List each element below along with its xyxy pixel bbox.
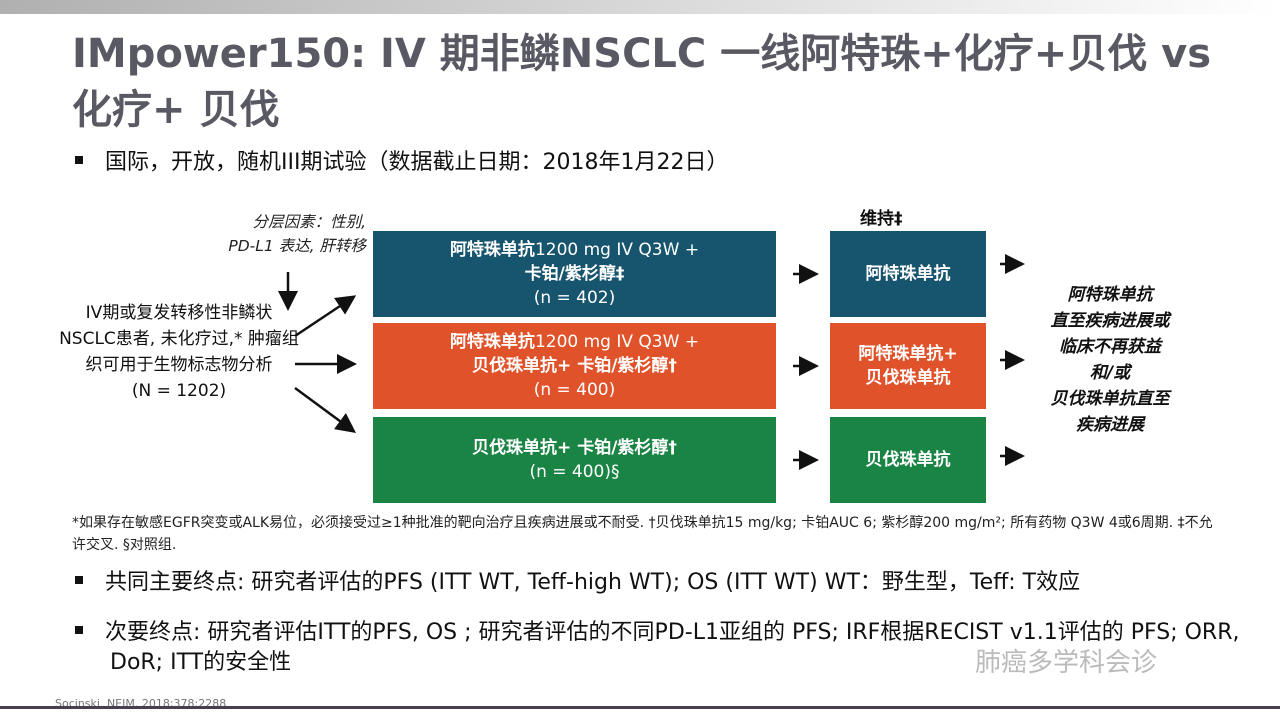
bullet-icon xyxy=(75,156,83,164)
stratification-factors: 分层因素：性别, PD-L1 表达, 肝转移 xyxy=(200,210,366,258)
arm-chemo: 贝伐珠单抗+ 卡铂/紫杉醇† xyxy=(472,356,677,376)
bottom-divider xyxy=(0,706,1280,709)
patient-desc: IV期或复发转移性非鳞状NSCLC患者, 未化疗过,* 肿瘤组织可用于生物标志物… xyxy=(59,303,299,375)
arm-n: (n = 400)§ xyxy=(529,462,620,482)
outcome-line: 临床不再获益 xyxy=(1059,337,1161,357)
bullet-primary: 共同主要终点: 研究者评估的PFS (ITT WT, Teff-high WT)… xyxy=(75,568,1080,598)
arm-chemo: 卡铂/紫杉醇‡ xyxy=(524,264,625,284)
bullet-text: 国际，开放，随机III期试验（数据截止日期：2018年1月22日） xyxy=(105,150,729,175)
arm-chemo: 贝伐珠单抗+ 卡铂/紫杉醇† xyxy=(472,438,677,458)
arrow-up-right xyxy=(294,295,357,338)
arm-dose: 1200 mg IV Q3W + xyxy=(534,332,700,352)
footnote: *如果存在敏感EGFR突变或ALK易位，必须接受过≥1种批准的靶向治疗且疾病进展… xyxy=(72,515,1213,553)
watermark: 肺癌多学科会诊 xyxy=(975,648,1158,678)
maintenance-label: 维持‡ xyxy=(860,209,903,229)
outcome-line: 和/或 xyxy=(1089,363,1131,383)
outcome-line: 直至疾病进展或 xyxy=(1050,311,1170,331)
outcome-line: 阿特珠单抗 xyxy=(1067,285,1153,305)
outcome-line: 疾病进展 xyxy=(1076,415,1144,435)
maint-text: 贝伐珠单抗 xyxy=(865,368,951,388)
top-gradient-bar xyxy=(0,0,1280,14)
arm-drug: 阿特珠单抗 xyxy=(449,332,535,352)
bullet-secondary: 次要终点: 研究者评估ITT的PFS, OS ; 研究者评估的不同PD-L1亚组… xyxy=(75,618,1255,678)
arrow-down-right xyxy=(294,386,357,433)
maint-text: 贝伐珠单抗 xyxy=(865,450,951,470)
patient-count: (N = 1202) xyxy=(131,381,227,401)
arm-abcp-2: 阿特珠单抗1200 mg IV Q3W + 贝伐珠单抗+ 卡铂/紫杉醇† (n … xyxy=(373,323,776,409)
bullet-icon xyxy=(75,576,83,584)
outcome-line: 贝伐珠单抗直至 xyxy=(1050,389,1170,409)
bullet-text: 次要终点: 研究者评估ITT的PFS, OS ; 研究者评估的不同PD-L1亚组… xyxy=(105,620,1240,675)
arm-bcp: 贝伐珠单抗+ 卡铂/紫杉醇† (n = 400)§ xyxy=(373,417,776,503)
strat-line: 分层因素：性别, xyxy=(252,213,366,231)
strat-line: PD-L1 表达, 肝转移 xyxy=(228,237,366,255)
arm-dose: 1200 mg IV Q3W + xyxy=(534,240,700,260)
page-title: IMpower150: IV 期非鳞NSCLC 一线阿特珠+化疗+贝伐 vs 化… xyxy=(72,31,1212,133)
bullet-text: 共同主要终点: 研究者评估的PFS (ITT WT, Teff-high WT)… xyxy=(105,570,1081,595)
maintenance-1: 阿特珠单抗 xyxy=(830,231,986,317)
treatment-duration: 阿特珠单抗直至疾病进展或 临床不再获益 和/或贝伐珠单抗直至 疾病进展 xyxy=(1025,282,1195,438)
maint-text: 阿特珠单抗 xyxy=(865,264,951,284)
maintenance-2: 阿特珠单抗+ 贝伐珠单抗 xyxy=(830,323,986,409)
patient-population: IV期或复发转移性非鳞状NSCLC患者, 未化疗过,* 肿瘤组织可用于生物标志物… xyxy=(58,300,300,404)
bullet-icon xyxy=(75,626,83,634)
arm-n: (n = 400) xyxy=(533,380,616,400)
maint-text: 阿特珠单抗+ xyxy=(858,344,958,364)
bullet-design: 国际，开放，随机III期试验（数据截止日期：2018年1月22日） xyxy=(75,148,728,178)
arm-n: (n = 402) xyxy=(533,288,616,308)
arm-abcp-1: 阿特珠单抗1200 mg IV Q3W + 卡铂/紫杉醇‡ (n = 402) xyxy=(373,231,776,317)
arm-drug: 阿特珠单抗 xyxy=(449,240,535,260)
maintenance-3: 贝伐珠单抗 xyxy=(830,417,986,503)
